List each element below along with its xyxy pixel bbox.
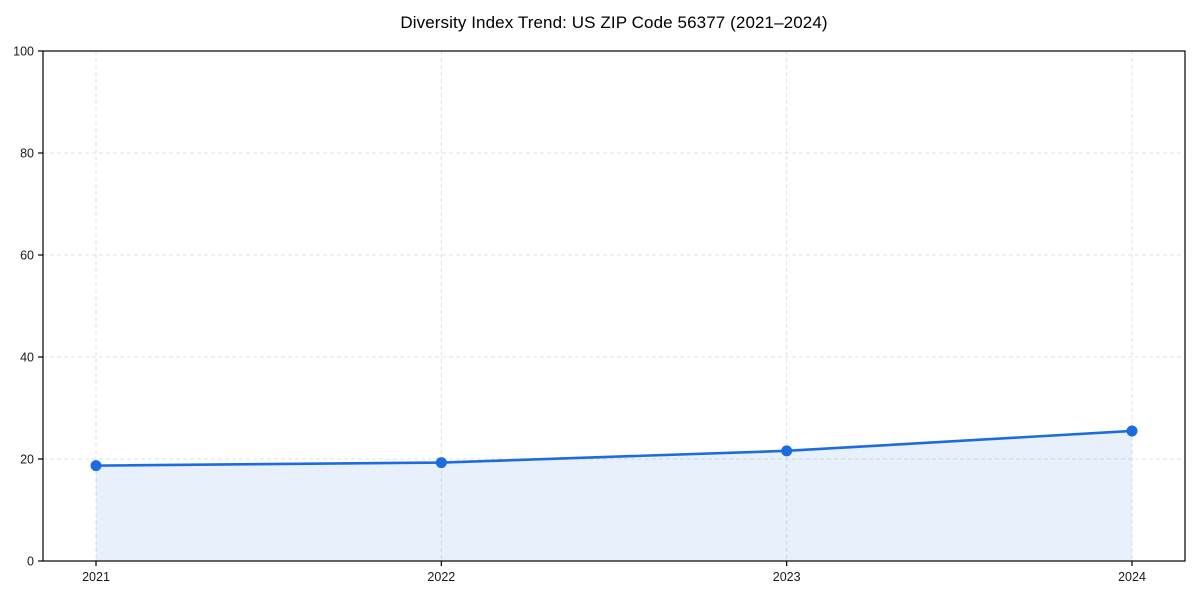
- area-fill: [96, 430, 1132, 561]
- chart-title: Diversity Index Trend: US ZIP Code 56377…: [400, 13, 828, 32]
- x-tick-label: 2023: [773, 570, 801, 584]
- y-tick-label: 0: [27, 555, 34, 569]
- x-tick-label: 2021: [82, 570, 110, 584]
- x-tick-label: 2024: [1118, 570, 1146, 584]
- y-tick-label: 20: [20, 453, 34, 467]
- data-point-2021: [90, 460, 102, 472]
- y-tick-label: 100: [13, 45, 34, 59]
- plot-border: [42, 50, 1186, 562]
- data-point-2022: [435, 457, 447, 469]
- trend-line: [94, 429, 1134, 467]
- y-tick-label: 80: [20, 147, 34, 161]
- data-point-2023: [781, 445, 793, 457]
- x-tick-label: 2022: [427, 570, 455, 584]
- y-tick-label: 60: [20, 249, 34, 263]
- y-tick-label: 40: [20, 351, 34, 365]
- data-point-2024: [1126, 425, 1138, 437]
